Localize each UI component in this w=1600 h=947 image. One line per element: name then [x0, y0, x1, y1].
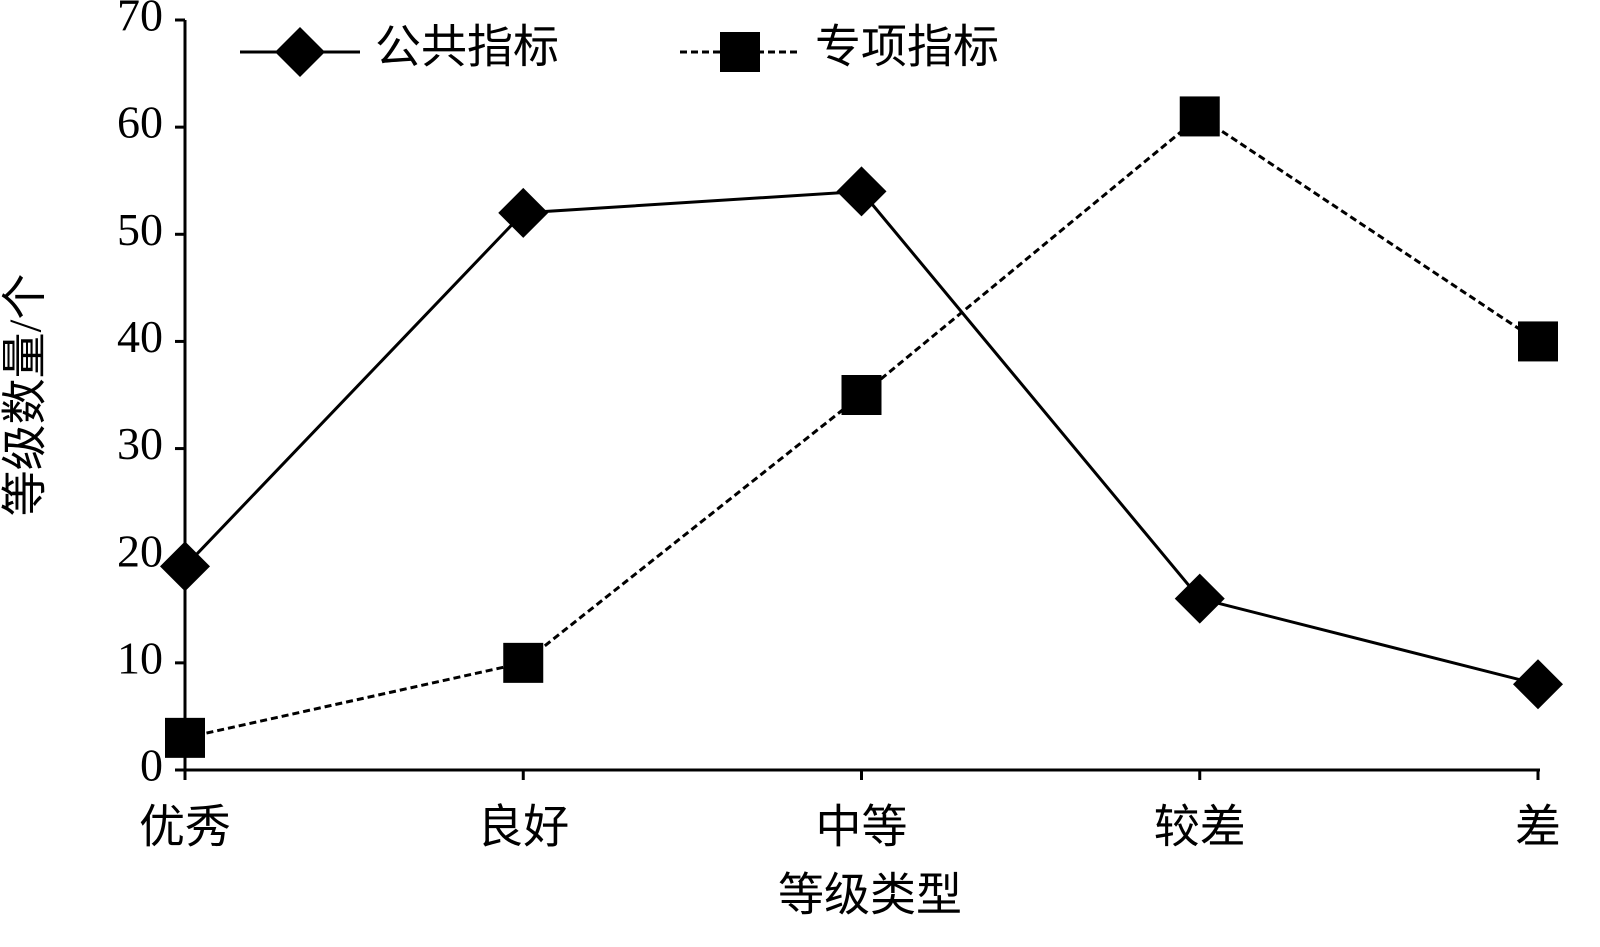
y-tick-label: 50 [117, 204, 163, 255]
point-marker [1179, 96, 1220, 137]
x-axis-title: 等级类型 [778, 870, 962, 921]
x-tick-label: 优秀 [139, 802, 231, 853]
point-marker [1513, 659, 1563, 710]
y-tick-label: 20 [117, 525, 163, 576]
x-tick-label: 良好 [477, 802, 569, 853]
y-tick-label: 30 [117, 418, 163, 469]
y-tick-label: 10 [117, 632, 163, 683]
y-tick-label: 60 [117, 97, 163, 148]
point-marker [503, 642, 544, 683]
point-marker [1174, 573, 1225, 624]
point-marker [1518, 321, 1558, 362]
legend-label: 公共指标 [375, 22, 559, 73]
legend-marker [275, 27, 325, 77]
y-tick-label: 40 [117, 311, 163, 362]
point-marker [498, 187, 549, 238]
legend-label: 专项指标 [815, 22, 999, 73]
point-marker [165, 717, 205, 758]
point-marker [841, 375, 882, 415]
legend-marker [720, 32, 760, 72]
x-tick-label: 中等 [816, 802, 908, 853]
point-marker [160, 541, 210, 592]
y-axis-title: 等级数量/个 [0, 274, 51, 517]
x-tick-label: 差 [1515, 802, 1561, 853]
y-tick-label: 0 [140, 740, 163, 791]
series-line [183, 189, 1539, 686]
point-marker [836, 166, 887, 217]
x-tick-label: 较差 [1154, 802, 1246, 853]
y-tick-label: 70 [117, 0, 163, 41]
